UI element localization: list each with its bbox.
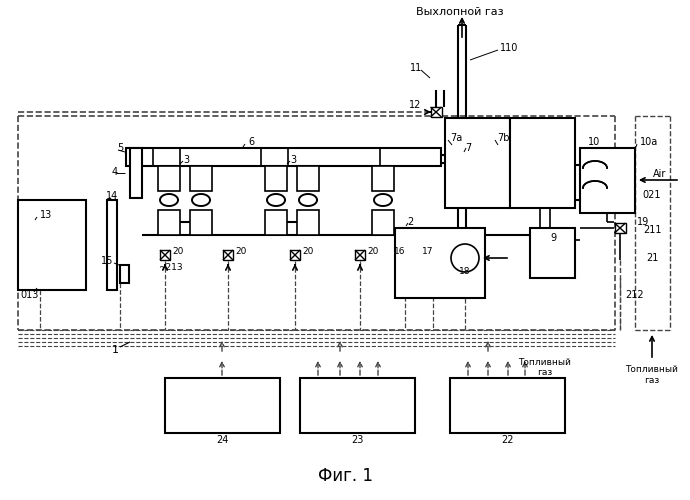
Text: 23: 23	[351, 435, 363, 445]
Bar	[355, 250, 365, 260]
Text: 18: 18	[460, 268, 471, 276]
Text: 110: 110	[500, 43, 518, 53]
Text: 7b: 7b	[497, 133, 509, 143]
Text: 21: 21	[646, 253, 658, 263]
Text: Топливный
газ: Топливный газ	[519, 358, 571, 378]
Bar	[158, 166, 180, 191]
Text: Фиг. 1: Фиг. 1	[317, 467, 373, 485]
Bar	[107, 200, 117, 290]
Bar	[158, 210, 180, 235]
Text: 20: 20	[172, 248, 184, 256]
Text: 12: 12	[408, 100, 421, 110]
Text: 13: 13	[40, 210, 52, 220]
Text: 6: 6	[248, 137, 254, 147]
Text: 7a: 7a	[450, 133, 462, 143]
Bar	[190, 210, 212, 235]
Bar	[615, 223, 626, 233]
Bar	[126, 148, 441, 166]
Bar	[297, 210, 319, 235]
Bar	[265, 210, 287, 235]
Bar	[450, 378, 565, 433]
Bar	[530, 228, 575, 278]
Text: 021: 021	[643, 190, 661, 200]
Text: 013: 013	[21, 290, 39, 300]
Text: 20: 20	[235, 248, 247, 256]
Text: 22: 22	[501, 435, 513, 445]
Text: ~213: ~213	[158, 264, 183, 272]
Bar	[160, 250, 170, 260]
Text: 10a: 10a	[640, 137, 658, 147]
Bar	[510, 118, 575, 208]
Text: 3: 3	[183, 155, 189, 165]
Text: 2: 2	[407, 217, 413, 227]
Bar	[290, 250, 300, 260]
Text: 17: 17	[422, 248, 434, 256]
Text: 24: 24	[216, 435, 228, 445]
Text: 15: 15	[101, 256, 113, 266]
Bar	[297, 166, 319, 191]
Text: 10: 10	[588, 137, 600, 147]
Bar	[580, 148, 635, 213]
Text: 16: 16	[394, 248, 406, 256]
Text: 11: 11	[410, 63, 422, 73]
Bar	[130, 148, 142, 198]
Text: Выхлопной газ: Выхлопной газ	[416, 7, 504, 17]
Bar	[223, 250, 233, 260]
Bar	[372, 210, 394, 235]
Text: 19: 19	[637, 217, 649, 227]
Bar	[445, 118, 510, 208]
Text: 20: 20	[367, 248, 379, 256]
Bar	[372, 166, 394, 191]
Bar	[120, 265, 129, 283]
Bar	[300, 378, 415, 433]
Bar	[190, 166, 212, 191]
Text: 5: 5	[117, 143, 123, 153]
Text: 20: 20	[302, 248, 314, 256]
Text: 7: 7	[465, 143, 471, 153]
Text: 211: 211	[643, 225, 661, 235]
Bar	[431, 107, 442, 117]
Bar	[395, 228, 485, 298]
Text: 9: 9	[550, 233, 556, 243]
Bar	[165, 378, 280, 433]
Text: Топливный
газ: Топливный газ	[626, 366, 678, 384]
Bar	[18, 200, 86, 290]
Text: 3: 3	[290, 155, 296, 165]
Text: 1: 1	[112, 345, 119, 355]
Bar	[265, 166, 287, 191]
Text: 4: 4	[112, 167, 118, 177]
Text: 14: 14	[106, 191, 118, 201]
Text: Air: Air	[653, 169, 667, 179]
Text: 212: 212	[625, 290, 644, 300]
